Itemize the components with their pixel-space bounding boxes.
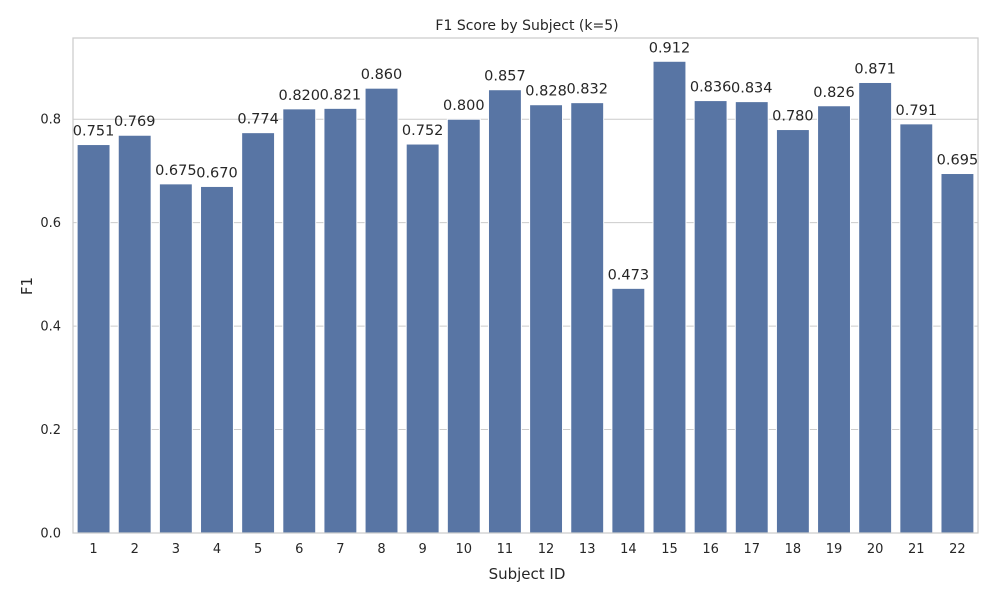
y-tick-label: 0.4	[40, 320, 61, 335]
data-label: 0.769	[114, 114, 156, 130]
bar	[323, 107, 358, 534]
data-label: 0.857	[484, 69, 526, 85]
x-tick-label: 13	[579, 542, 596, 557]
data-label: 0.820	[278, 88, 320, 104]
chart-title: F1 Score by Subject (k=5)	[435, 18, 618, 34]
x-tick-label: 4	[213, 542, 221, 557]
data-label: 0.675	[155, 163, 197, 179]
x-tick-label: 3	[172, 542, 180, 557]
data-label: 0.836	[690, 80, 732, 96]
x-tick-label: 18	[785, 542, 802, 557]
x-tick-label: 19	[826, 542, 843, 557]
x-tick-label: 21	[908, 542, 925, 557]
x-tick-label: 16	[702, 542, 719, 557]
x-tick-label: 1	[89, 542, 97, 557]
bar	[529, 104, 564, 534]
bar	[200, 185, 234, 534]
bar	[158, 183, 193, 534]
bar	[652, 60, 687, 534]
data-label: 0.752	[402, 123, 444, 139]
bar	[899, 123, 934, 534]
bar	[405, 143, 440, 534]
bar	[817, 105, 851, 534]
bar	[734, 101, 769, 534]
bar	[364, 87, 399, 534]
data-label: 0.912	[649, 40, 691, 56]
x-tick-label: 2	[131, 542, 139, 557]
bar	[487, 89, 522, 534]
data-label: 0.695	[937, 153, 979, 169]
y-tick-label: 0.2	[40, 423, 61, 438]
x-tick-label: 5	[254, 542, 262, 557]
data-label: 0.751	[73, 124, 115, 140]
data-label: 0.826	[813, 85, 855, 101]
data-label: 0.832	[566, 82, 608, 98]
data-label: 0.800	[443, 98, 485, 114]
x-tick-label: 20	[867, 542, 884, 557]
bar	[117, 134, 152, 534]
bar	[611, 287, 646, 534]
x-tick-label: 14	[620, 542, 637, 557]
x-tick-label: 12	[538, 542, 555, 557]
bar	[858, 81, 893, 534]
data-label: 0.670	[196, 165, 238, 181]
x-tick-label: 10	[456, 542, 473, 557]
bar	[693, 100, 728, 534]
y-axis-label: F1	[18, 277, 36, 295]
bars	[76, 60, 975, 534]
y-axis-ticks: 0.0 0.2 0.4 0.6 0.8	[40, 113, 61, 542]
x-tick-label: 6	[295, 542, 303, 557]
data-label: 0.860	[361, 67, 403, 83]
data-label: 0.780	[772, 109, 814, 125]
data-label: 0.791	[896, 103, 938, 119]
bar	[446, 118, 481, 534]
bar	[775, 129, 810, 534]
y-tick-label: 0.6	[40, 216, 61, 231]
x-tick-label: 17	[743, 542, 760, 557]
x-tick-label: 9	[419, 542, 427, 557]
bar	[570, 102, 605, 534]
x-tick-label: 22	[949, 542, 966, 557]
data-label: 0.821	[320, 87, 362, 103]
x-axis-ticks: 1 2 3 4 5 6 7 8 9 10 11 12 13 14 15 16 17 18 19 20 21 22	[89, 542, 965, 557]
plot-frame	[72, 37, 979, 534]
x-tick-label: 8	[377, 542, 385, 557]
data-label: 0.828	[525, 84, 567, 100]
y-tick-label: 0.8	[40, 113, 61, 128]
data-label: 0.834	[731, 81, 773, 97]
x-tick-label: 7	[336, 542, 344, 557]
y-tick-label: 0.0	[40, 527, 61, 542]
x-tick-label: 11	[497, 542, 514, 557]
bar	[241, 132, 276, 534]
bar	[282, 108, 317, 534]
data-label: 0.774	[237, 112, 279, 128]
data-label: 0.871	[854, 61, 896, 77]
x-axis-label: Subject ID	[489, 565, 566, 583]
x-tick-label: 15	[661, 542, 678, 557]
bar	[76, 144, 111, 534]
data-label: 0.473	[608, 267, 650, 283]
bar	[940, 173, 975, 534]
